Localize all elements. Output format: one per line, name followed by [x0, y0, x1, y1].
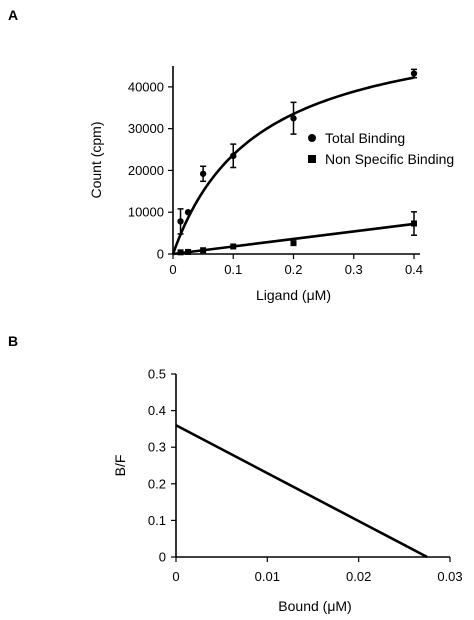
y-axis-title: Count (cpm): [88, 121, 104, 198]
y-tick-label: 0.2: [148, 476, 166, 491]
y-axis-title: B/F: [112, 455, 128, 477]
x-tick-label: 0.01: [255, 569, 280, 584]
legend-label-non-specific-binding: Non Specific Binding: [325, 151, 454, 167]
data-point-total-binding: [199, 170, 207, 177]
data-point-total-binding: [230, 152, 237, 160]
y-tick-label: 0: [159, 550, 166, 565]
data-point-non-specific-binding: [290, 240, 297, 247]
x-tick-label: 0.1: [224, 262, 242, 277]
x-axis-title: Bound (μM): [278, 598, 351, 614]
x-tick-label: 0.3: [345, 262, 363, 277]
x-tick-label: 0.2: [284, 262, 302, 277]
y-tick-label: 0: [157, 247, 164, 262]
data-point-non-specific-binding: [200, 247, 207, 254]
y-tick-label: 20000: [128, 163, 164, 178]
data-point-total-binding: [184, 209, 192, 216]
x-tick-label: 0.4: [405, 262, 423, 277]
y-tick-label: 30000: [128, 121, 164, 136]
y-tick-label: 0.3: [148, 440, 166, 455]
panel-a-label: A: [8, 7, 18, 23]
data-point-non-specific-binding: [411, 220, 417, 227]
y-tick-label: 0.4: [148, 403, 166, 418]
y-tick-label: 0.5: [148, 367, 166, 382]
x-axis-title: Ligand (μM): [256, 287, 331, 303]
data-point-non-specific-binding: [177, 249, 184, 256]
panel-b-label: B: [8, 333, 18, 349]
data-point-non-specific-binding: [185, 248, 192, 255]
data-point-total-binding: [410, 70, 418, 77]
fit-curve-non-specific-binding: [172, 222, 415, 256]
y-tick-label: 0.1: [148, 513, 166, 528]
x-tick-label: 0: [169, 262, 176, 277]
legend-marker-total-binding: [308, 134, 316, 142]
panel-b-chart: 0 0.1 0.2 0.3 0.4 0.5 0 0.01 0.02 0.03 Bound (μM) B…: [112, 367, 463, 615]
x-tick-label: 0.03: [437, 569, 462, 584]
legend-marker-non-specific-binding: [308, 155, 316, 163]
data-point-total-binding: [290, 115, 297, 122]
panel-a-chart: 0 10000 20000 30000 40000 0 0.1 0.2 0.3 0.4 Ligand…: [88, 66, 454, 303]
x-tick-label: 0: [172, 569, 179, 584]
scatchard-line: [175, 424, 428, 559]
legend-label-total-binding: Total Binding: [325, 130, 405, 146]
x-tick-label: 0.02: [346, 569, 371, 584]
data-point-non-specific-binding: [230, 243, 237, 250]
y-tick-label: 40000: [128, 79, 164, 94]
data-point-total-binding: [177, 218, 184, 225]
y-tick-label: 10000: [128, 205, 164, 220]
